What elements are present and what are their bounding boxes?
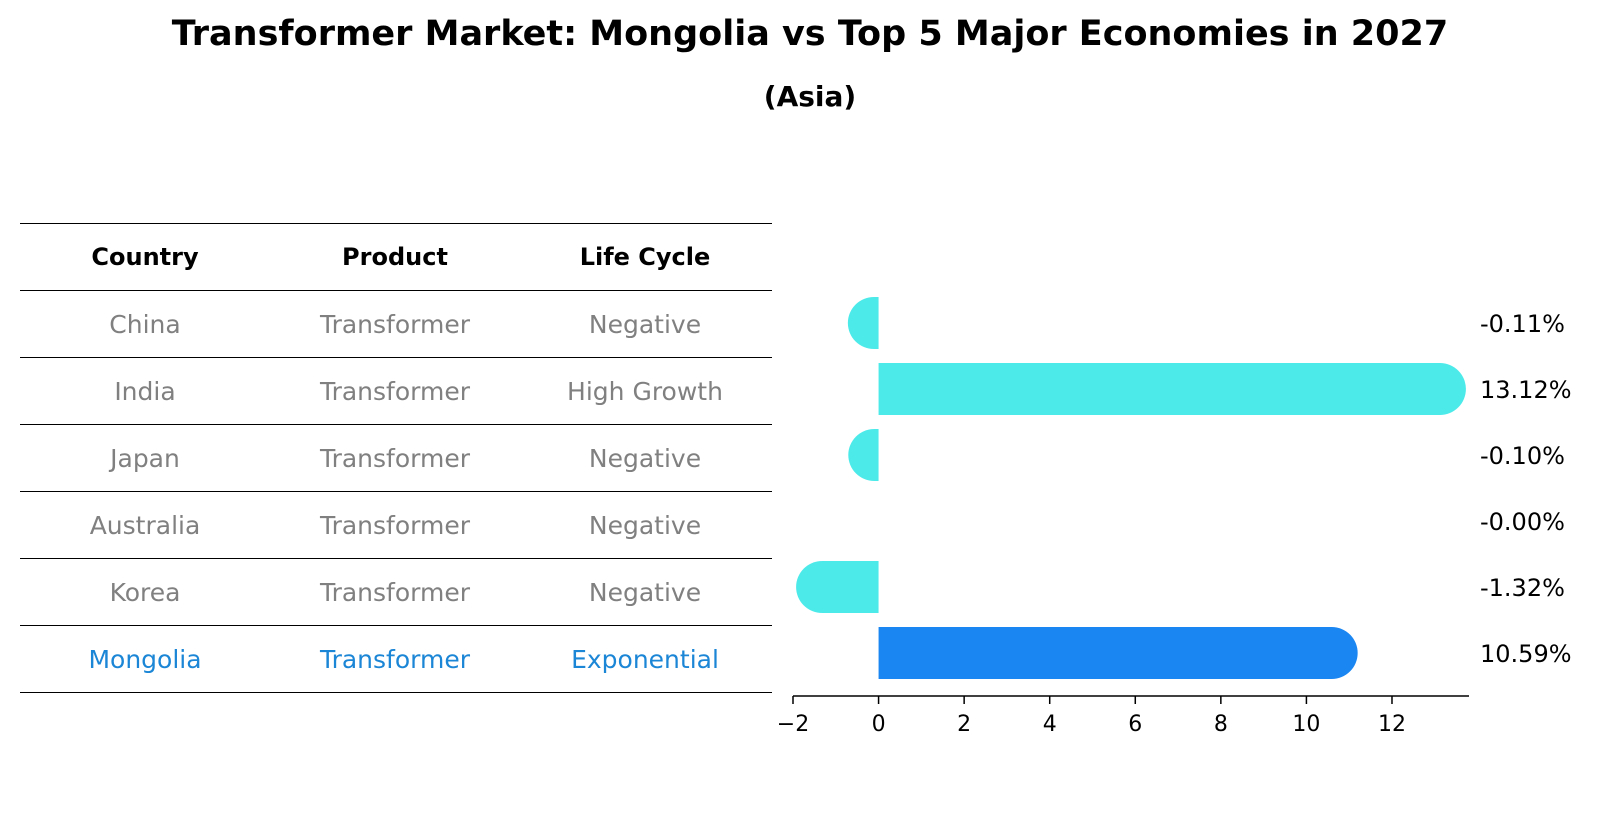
table-row: India Transformer High Growth (20, 358, 772, 425)
x-tick-label: 10 (1292, 712, 1320, 737)
chart-subtitle: (Asia) (763, 80, 857, 113)
x-tick-label: 0 (872, 712, 886, 737)
cell-product: Transformer (319, 309, 470, 339)
x-tick-label: 2 (957, 712, 971, 737)
cell-country: China (109, 309, 181, 339)
cell-product: Transformer (319, 376, 470, 406)
bar (847, 297, 879, 349)
x-tick-label: 6 (1128, 712, 1142, 737)
cell-product: Transformer (319, 577, 470, 607)
cell-country: Mongolia (88, 644, 202, 674)
x-tick-label: 8 (1214, 712, 1228, 737)
cell-country: India (114, 376, 176, 406)
x-tick-label: 12 (1378, 712, 1406, 737)
table-row: Australia Transformer Negative (20, 492, 772, 559)
bar (878, 627, 1358, 679)
cell-life-cycle: Negative (588, 309, 702, 339)
cell-product: Transformer (319, 644, 470, 674)
cell-life-cycle: Exponential (571, 644, 719, 674)
cell-life-cycle: Negative (588, 577, 702, 607)
bar-value-label: -0.10% (1480, 442, 1565, 470)
table-row: Korea Transformer Negative (20, 559, 772, 626)
table-row: China Transformer Negative (20, 291, 772, 358)
cell-country: Japan (110, 443, 180, 473)
bar (848, 429, 879, 481)
bar-value-label: -1.32% (1480, 574, 1565, 602)
header-life-cycle: Life Cycle (579, 243, 711, 271)
header-country: Country (91, 243, 199, 271)
cell-product: Transformer (319, 510, 470, 540)
table-header-row: Country Product Life Cycle (20, 223, 772, 291)
table-row-highlight: Mongolia Transformer Exponential (20, 626, 772, 693)
bar-value-label: -0.11% (1480, 310, 1565, 338)
bar (878, 363, 1466, 415)
x-tick-label: 4 (1043, 712, 1057, 737)
bar-value-label: -0.00% (1480, 508, 1565, 536)
cell-life-cycle: High Growth (567, 376, 723, 406)
header-product: Product (342, 243, 448, 271)
cell-product: Transformer (319, 443, 470, 473)
x-tick-label: −2 (777, 712, 809, 737)
bar-value-label: 10.59% (1480, 640, 1572, 668)
chart-title: Transformer Market: Mongolia vs Top 5 Ma… (171, 14, 1449, 54)
cell-country: Korea (109, 577, 181, 607)
cell-life-cycle: Negative (588, 443, 702, 473)
cell-country: Australia (89, 510, 201, 540)
bar (796, 561, 879, 613)
comparison-table: Country Product Life Cycle China Transfo… (20, 223, 772, 693)
table-row: Japan Transformer Negative (20, 425, 772, 492)
cell-life-cycle: Negative (588, 510, 702, 540)
bar-value-label: 13.12% (1480, 376, 1572, 404)
